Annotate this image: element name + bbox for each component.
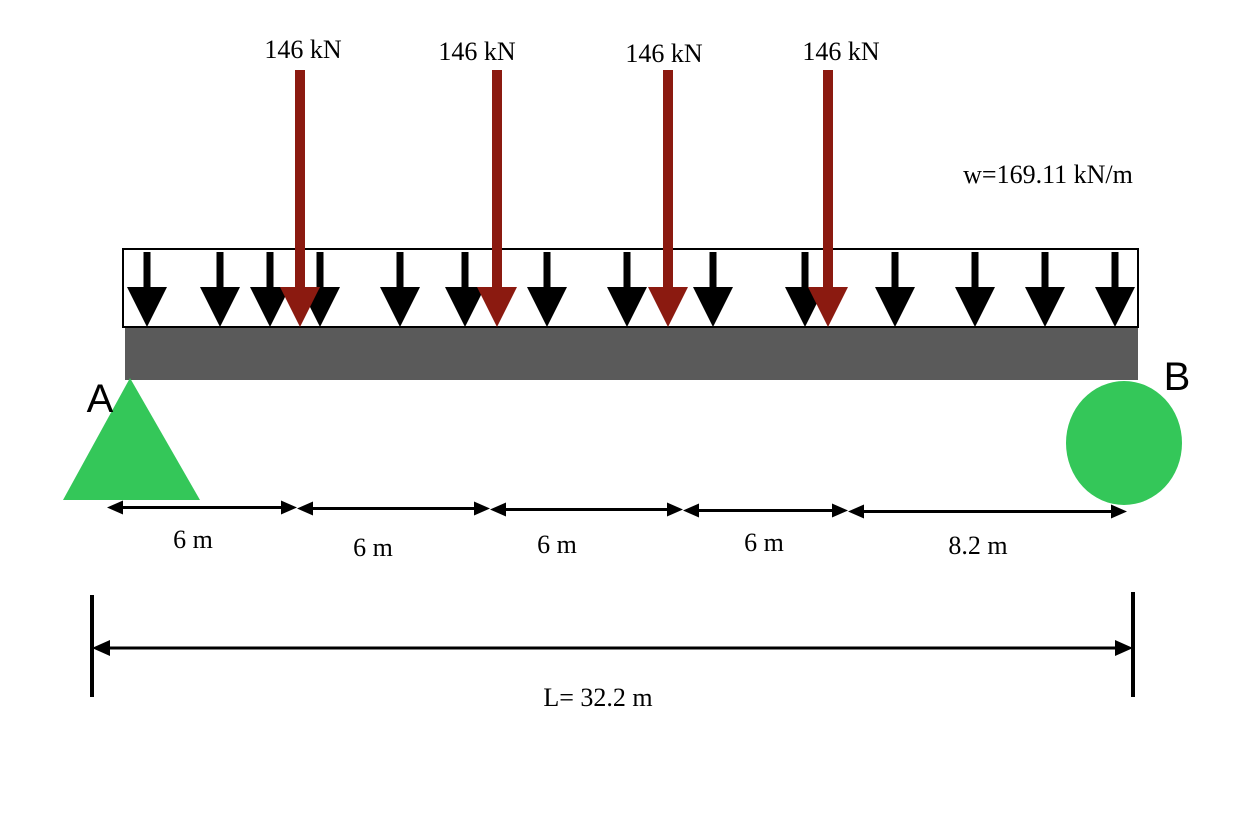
udl-arrow-head [875,287,915,327]
support-label: A [87,377,114,421]
udl-arrow-head [607,287,647,327]
udl-arrow-head [1025,287,1065,327]
load-arrow-head [648,287,688,327]
load-label: 146 kN [625,39,703,68]
arrow-head [848,504,864,519]
point-load-arrows [280,70,848,327]
load-arrow-shaft [823,70,833,290]
udl-arrow-head [127,287,167,327]
udl-arrow-shaft [623,252,631,290]
load-arrow-shaft [663,70,673,290]
arrow-head [92,640,110,656]
udl-arrow-shaft [971,252,979,290]
arrow-head [490,502,506,517]
support-label: B [1164,355,1191,399]
arrow-head [474,501,490,516]
load-label: 146 kN [802,37,880,66]
udl-arrow-shaft [316,252,324,290]
span-label: 6 m [173,525,213,554]
span-label: 6 m [744,528,784,557]
udl-arrow-shaft [801,252,809,290]
udl-arrow-head [445,287,485,327]
load-label: 146 kN [438,37,516,66]
load-arrow-shaft [295,70,305,290]
total-length-label: L= 32.2 m [543,683,652,712]
udl-arrow-head [527,287,567,327]
beam [125,328,1138,380]
udl-arrow-shaft [266,252,274,290]
arrow-head [832,503,848,518]
load-arrow-shaft [492,70,502,290]
roller-support [1066,381,1182,505]
span-label: 6 m [353,533,393,562]
arrow-head [1111,504,1127,519]
udl-arrow-shaft [1041,252,1049,290]
arrow-head [1115,640,1133,656]
arrow-head [281,500,297,515]
udl-arrow-head [693,287,733,327]
arrow-head [107,500,123,515]
udl-arrow-shaft [461,252,469,290]
span-label: 8.2 m [948,531,1007,560]
pin-support [63,378,200,500]
udl-arrow-shaft [709,252,717,290]
load-label: 146 kN [264,35,342,64]
udl-arrow-shaft [396,252,404,290]
udl-arrow-shaft [216,252,224,290]
load-arrow-head [280,287,320,327]
load-arrow-head [477,287,517,327]
udl-arrow-shaft [1111,252,1119,290]
udl-arrow-head [380,287,420,327]
udl-arrow-head [200,287,240,327]
arrow-head [667,502,683,517]
udl-arrow-head [1095,287,1135,327]
arrow-head [297,501,313,516]
udl-arrow-shaft [543,252,551,290]
distributed-load-arrows [127,252,1135,327]
arrow-head [683,503,699,518]
span-label: 6 m [537,530,577,559]
udl-arrow-shaft [143,252,151,290]
udl-arrow-head [955,287,995,327]
udl-arrow-head [250,287,290,327]
load-arrow-head [808,287,848,327]
distributed-load-label: w=169.11 kN/m [963,160,1133,189]
udl-arrow-shaft [891,252,899,290]
span-dimensions [107,500,1127,519]
